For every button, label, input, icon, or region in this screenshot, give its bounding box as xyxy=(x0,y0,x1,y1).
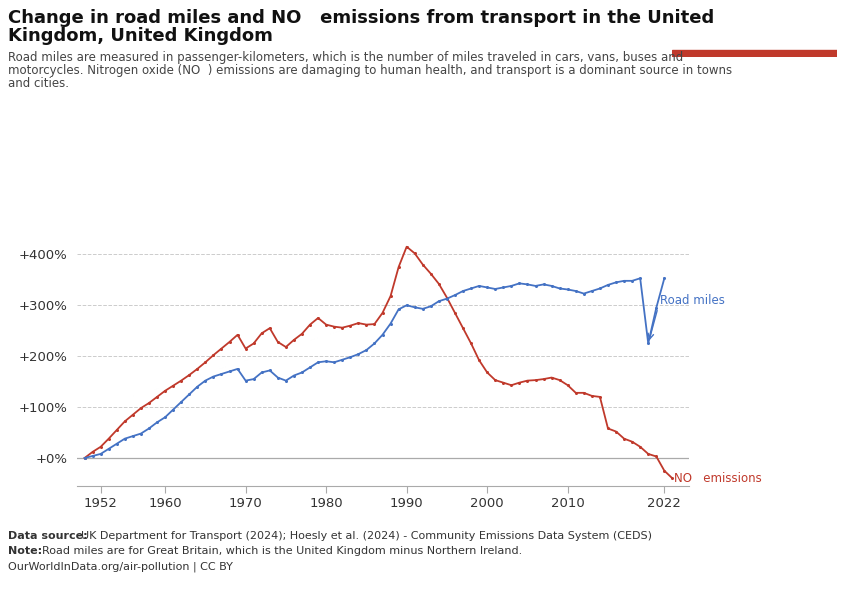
Text: Data source:: Data source: xyxy=(8,531,92,541)
Text: Road miles are for Great Britain, which is the United Kingdom minus Northern Ire: Road miles are for Great Britain, which … xyxy=(42,546,523,556)
Text: OurWorldInData.org/air-pollution | CC BY: OurWorldInData.org/air-pollution | CC BY xyxy=(8,561,234,571)
Text: Note:: Note: xyxy=(8,546,47,556)
Text: NO   emissions: NO emissions xyxy=(674,472,762,485)
Text: motorcycles. Nitrogen oxide (NO  ) emissions are damaging to human health, and t: motorcycles. Nitrogen oxide (NO ) emissi… xyxy=(8,64,733,77)
Text: Our World: Our World xyxy=(719,16,790,29)
Text: in Data: in Data xyxy=(729,32,779,46)
Text: Kingdom, United Kingdom: Kingdom, United Kingdom xyxy=(8,27,274,45)
Text: UK Department for Transport (2024); Hoesly et al. (2024) - Community Emissions D: UK Department for Transport (2024); Hoes… xyxy=(81,531,652,541)
Text: Road miles are measured in passenger-kilometers, which is the number of miles tr: Road miles are measured in passenger-kil… xyxy=(8,51,683,64)
Text: Change in road miles and NO   emissions from transport in the United: Change in road miles and NO emissions fr… xyxy=(8,9,715,27)
Bar xyxy=(672,50,837,57)
Text: and cities.: and cities. xyxy=(8,77,70,91)
Text: Road miles: Road miles xyxy=(660,293,725,307)
